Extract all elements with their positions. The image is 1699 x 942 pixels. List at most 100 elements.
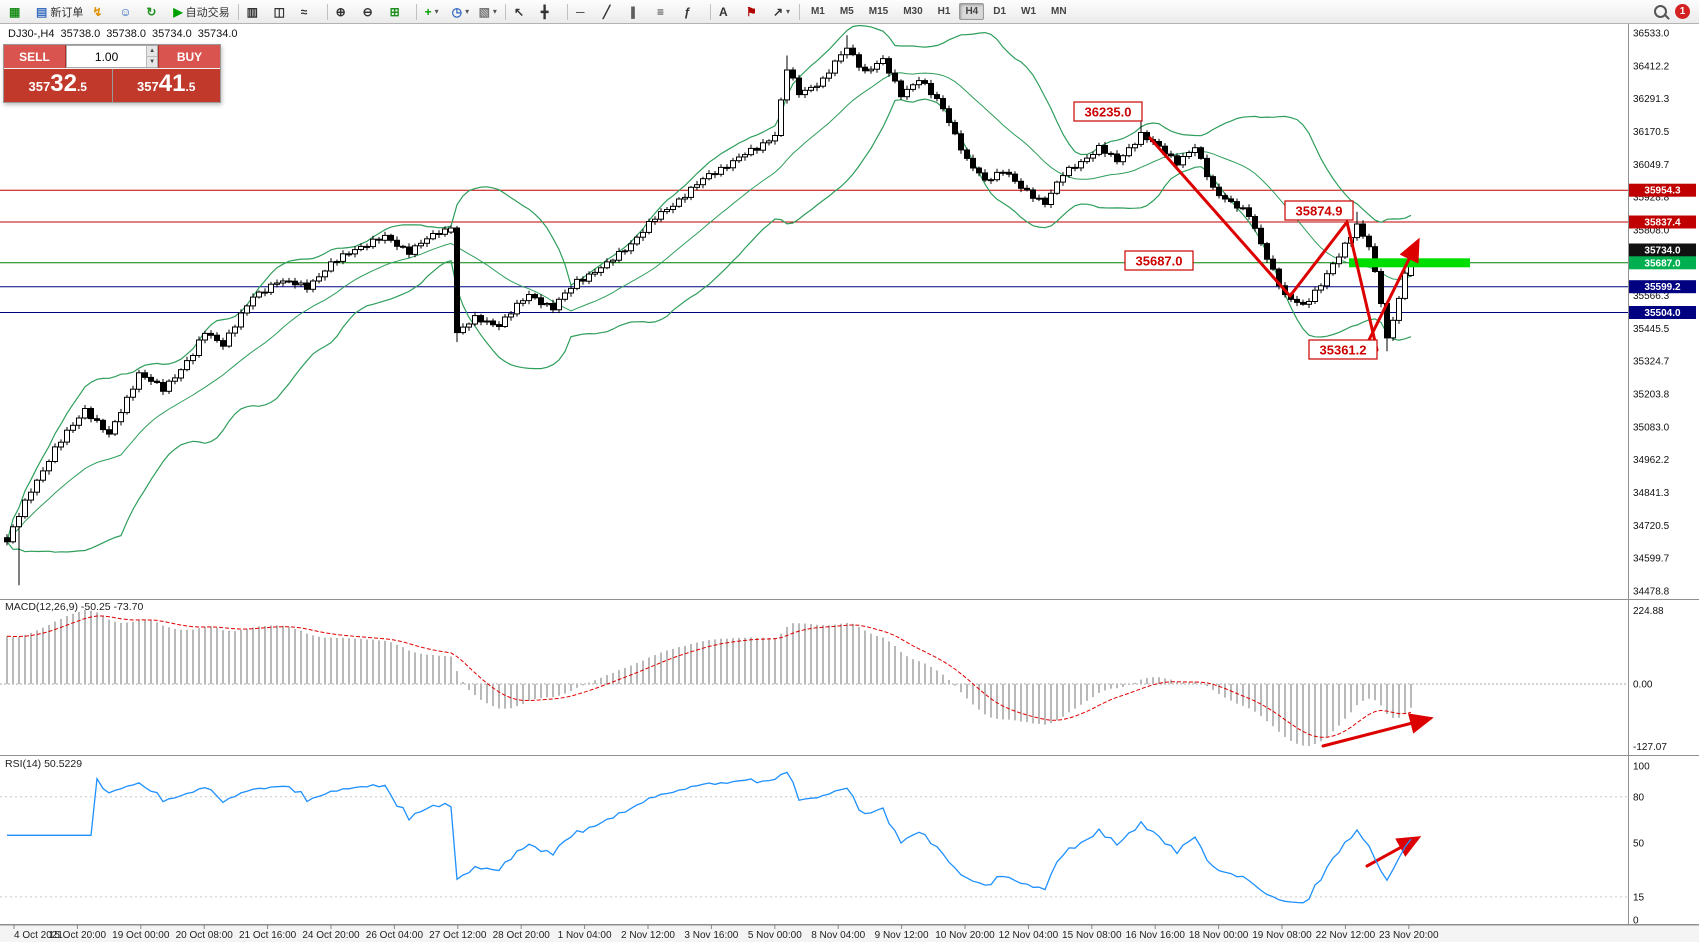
rsi-axis-label: 0 [1633, 916, 1639, 927]
ohlc-readout: DJ30-,H4 35738.0 35738.0 35734.0 35734.0 [8, 28, 244, 40]
timeframe-h4-button[interactable]: H4 [959, 3, 985, 20]
low-value: 35734.0 [152, 28, 192, 40]
timeframe-d1-button[interactable]: D1 [993, 6, 1007, 17]
symbol-period-label: DJ30-,H4 [8, 28, 55, 40]
autotrading-button-label: 自动交易 [185, 6, 230, 19]
ask-price[interactable]: 357 41.5 [112, 69, 220, 102]
notification-badge[interactable]: 1 [1675, 4, 1690, 19]
autotrading-button[interactable]: ▶ 自动交易 [169, 1, 233, 23]
price-tag-text: 35734.0 [1644, 246, 1681, 257]
price-tag [1629, 256, 1696, 270]
timeframe-m1-button[interactable]: M1 [810, 6, 825, 17]
arrow-objects-button[interactable]: ↗ ▾ [769, 1, 795, 23]
timeframe-m15-button[interactable]: M15 [868, 6, 889, 17]
price-axis-label: 35928.8 [1633, 193, 1670, 204]
tline-icon: ╱ [602, 4, 611, 19]
price-tag [1629, 215, 1696, 229]
toolbar-separator [415, 3, 417, 20]
volume-stepper: ▲ ▼ [66, 45, 158, 68]
line-chart-button[interactable]: ≈ [297, 1, 323, 23]
channel-button[interactable]: ∥ [626, 1, 652, 23]
time-axis-label: 22 Nov 12:00 [1316, 930, 1376, 941]
price-axis-label: 35203.8 [1633, 390, 1670, 401]
tile-windows-button[interactable]: ⊞ [386, 1, 412, 23]
sell-button[interactable]: SELL [4, 45, 66, 68]
price-tag-text: 35687.0 [1644, 258, 1681, 269]
objects-button[interactable]: ƒ [680, 1, 706, 23]
indicators-button[interactable]: + ▾ [421, 1, 447, 23]
time-axis-label: 20 Oct 08:00 [176, 930, 234, 941]
arrows-icon: ↗ [772, 4, 783, 19]
new-order-button[interactable]: ▤ 新订单 [32, 1, 87, 23]
price-axis-label: 36412.2 [1633, 61, 1670, 72]
text-label-button[interactable]: ⚑ [742, 1, 768, 23]
main-toolbar: ▦ ▤ 新订单 ↯ ☺ ↻ ▶ 自动交易 ▥ ◫ ≈ ⊕ ⊖ ⊞ + ▾ ◷ ▾ ▧ ▾ ↖ ╋ ─ ╱ ∥ ≡ ƒ A ⚑ ↗ ▾ M1 M5… [0, 0, 1699, 24]
horizontal-line-button[interactable]: ─ [572, 1, 598, 23]
price-axis-label: 34720.5 [1633, 521, 1670, 532]
timeframe-m5-button[interactable]: M5 [839, 6, 854, 17]
price-tag-text: 35504.0 [1644, 308, 1681, 319]
annotation-box [1073, 101, 1143, 122]
search-icon[interactable] [1654, 5, 1667, 18]
trend-annotations [1148, 136, 1434, 868]
toolbar-separator [326, 3, 328, 20]
crosshair-button[interactable]: ╋ [537, 1, 563, 23]
toolbar-separator [709, 3, 711, 20]
bid-price[interactable]: 357 32.5 [4, 69, 112, 102]
timeframe-m30-button[interactable]: M30 [903, 6, 923, 17]
periods-button[interactable]: ◷ ▾ [448, 1, 474, 23]
timeframe-w1-button[interactable]: W1 [1021, 6, 1037, 17]
rsi-line [7, 771, 1412, 904]
cursor-button[interactable]: ↖ [510, 1, 536, 23]
zoomin-icon: ⊕ [335, 4, 346, 19]
flag-icon: ⚑ [745, 4, 757, 19]
rsi-axis-label: 50 [1633, 839, 1645, 850]
time-axis-label: 2 Nov 12:00 [621, 930, 675, 941]
accounts-button[interactable]: ☺ [115, 1, 141, 23]
ask-big: 41 [158, 70, 186, 97]
refresh-button[interactable]: ↻ [142, 1, 168, 23]
price-axis-label: 36291.3 [1633, 94, 1670, 105]
text-button[interactable]: A [715, 1, 741, 23]
price-axis-label: 35445.5 [1633, 324, 1670, 335]
caret-down-icon: ▾ [465, 7, 470, 16]
candlestick-chart-button[interactable]: ◫ [270, 1, 296, 23]
buy-button[interactable]: BUY [158, 45, 220, 68]
annotation-text: 36235.0 [1085, 105, 1132, 120]
doc-icon: ▤ [36, 4, 48, 19]
bar-chart-button[interactable]: ▥ [243, 1, 269, 23]
volume-down-icon[interactable]: ▼ [146, 57, 157, 67]
macd-axis-label: 0.00 [1633, 679, 1653, 690]
fibo-icon: ≡ [656, 4, 664, 19]
price-axis-label: 35324.7 [1633, 357, 1670, 368]
bid-pre: 357 [28, 79, 51, 94]
candlestick-series [4, 35, 1414, 586]
time-axis-label: 1 Nov 04:00 [558, 930, 612, 941]
fibonacci-button[interactable]: ≡ [653, 1, 679, 23]
volume-input[interactable] [67, 46, 147, 67]
plus-icon: + [424, 4, 432, 19]
metaeditor-button[interactable]: ↯ [88, 1, 114, 23]
user-icon: ☺ [119, 4, 132, 19]
new-chart-button[interactable]: ▦ [5, 1, 31, 23]
trendline-button[interactable]: ╱ [599, 1, 625, 23]
macd-indicator-label: MACD(12,26,9) -50.25 -73.70 [5, 601, 144, 613]
price-axis-label: 36170.5 [1633, 127, 1670, 138]
price-axis-label: 34841.3 [1633, 488, 1670, 499]
hline-icon: ─ [575, 4, 585, 19]
templates-button[interactable]: ▧ ▾ [475, 1, 501, 23]
toolbar-separator [798, 3, 800, 20]
timeframe-h1-button[interactable]: H1 [937, 6, 951, 17]
timeframe-mn-button[interactable]: MN [1051, 6, 1067, 17]
high-value: 35738.0 [106, 28, 146, 40]
time-axis-label: 21 Oct 16:00 [239, 930, 297, 941]
price-tag-text: 35954.3 [1644, 186, 1681, 197]
macd-axis-label: -127.07 [1633, 742, 1667, 753]
volume-up-icon[interactable]: ▲ [146, 46, 157, 57]
macd-signal-line [6, 615, 1412, 738]
zoom-in-button[interactable]: ⊕ [332, 1, 358, 23]
tile-icon: ⊞ [389, 4, 400, 19]
zoom-out-button[interactable]: ⊖ [359, 1, 385, 23]
price-tag [1629, 306, 1696, 319]
